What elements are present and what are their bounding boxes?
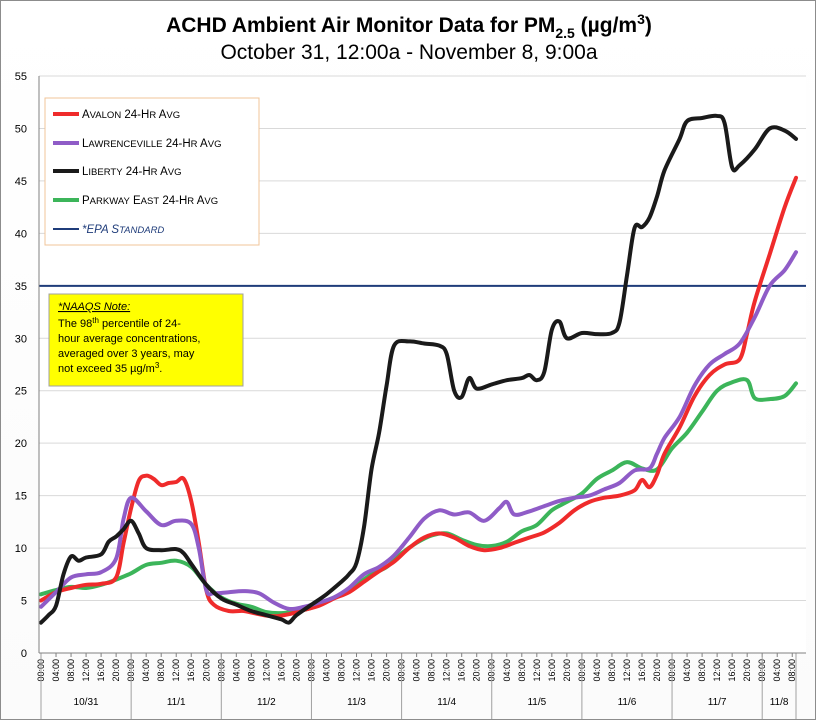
naaqs-note-line-4: not exceed 35 µg/m3.	[58, 361, 162, 375]
day-label: 11/1	[167, 697, 186, 708]
y-tick-label: 45	[15, 176, 27, 188]
x-tick-label: 08:00	[607, 659, 617, 682]
chart-title-main: ACHD Ambient Air Monitor Data for PM	[166, 14, 555, 37]
naaqs-note-line-1: The 98th percentile of 24-	[58, 316, 181, 330]
x-tick-label: 16:00	[727, 659, 737, 682]
x-tick-label: 16:00	[637, 659, 647, 682]
x-tick-label: 12:00	[712, 659, 722, 682]
day-label: 11/2	[257, 697, 276, 708]
x-tick-label: 12:00	[532, 659, 542, 682]
chart-subtitle: October 31, 12:00a - November 8, 9:00a	[220, 41, 597, 64]
x-tick-label: 20:00	[382, 659, 392, 682]
x-tick-label: 04:00	[502, 659, 512, 682]
y-tick-label: 5	[21, 596, 27, 608]
x-tick-label: 04:00	[231, 659, 241, 682]
naaqs-note-line-3: averaged over 3 years, may	[58, 348, 195, 360]
y-tick-label: 0	[21, 648, 27, 660]
legend-label-avalon: AVALON 24-HR AVG	[82, 109, 180, 121]
chart-title: ACHD Ambient Air Monitor Data for PM2.5 …	[166, 11, 652, 41]
x-tick-label: 08:00	[517, 659, 527, 682]
x-tick-label: 20:00	[201, 659, 211, 682]
x-tick-label: 16:00	[457, 659, 467, 682]
x-tick-label: 12:00	[261, 659, 271, 682]
series-line-avalon	[39, 175, 798, 619]
y-tick-label: 15	[15, 491, 27, 503]
naaqs-note-heading: *NAAQS Note:	[58, 301, 130, 313]
x-tick-label: 04:00	[321, 659, 331, 682]
chart-title-unit: (µg/m	[575, 14, 637, 37]
series-line-liberty	[39, 113, 798, 625]
x-tick-label: 16:00	[547, 659, 557, 682]
day-label: 11/5	[527, 697, 546, 708]
x-tick-label: 08:00	[246, 659, 256, 682]
y-tick-label: 10	[15, 543, 27, 555]
day-label: 11/4	[437, 697, 456, 708]
x-tick-label: 04:00	[51, 659, 61, 682]
x-tick-label: 16:00	[186, 659, 196, 682]
x-tick-label: 20:00	[472, 659, 482, 682]
legend-label-liberty: LIBERTY 24-HR AVG	[82, 166, 182, 178]
x-tick-label: 08:00	[427, 659, 437, 682]
x-tick-label: 04:00	[412, 659, 422, 682]
x-tick-label: 16:00	[96, 659, 106, 682]
x-tick-label: 08:00	[697, 659, 707, 682]
legend: AVALON 24-HR AVG LAWRENCEVILLE 24-HR AVG…	[44, 97, 260, 246]
naaqs-note: *NAAQS Note: The 98th percentile of 24- …	[48, 293, 244, 387]
y-tick-label: 50	[15, 123, 27, 135]
chart-title-sub: 2.5	[555, 25, 575, 41]
x-tick-label: 20:00	[111, 659, 121, 682]
x-tick-label: 04:00	[772, 659, 782, 682]
x-tick-label: 16:00	[367, 659, 377, 682]
day-label: 11/6	[618, 697, 637, 708]
naaqs-note-line-2: hour average concentrations,	[58, 333, 200, 345]
x-tick-label: 08:00	[336, 659, 346, 682]
day-label: 11/7	[708, 697, 727, 708]
day-label: 11/3	[347, 697, 366, 708]
legend-label-epa-standard: *EPA STANDARD	[82, 224, 164, 236]
y-axis-ticks: 0 5 10 15 20 25 30 35 40 45 50 55	[15, 71, 27, 660]
x-tick-label: 12:00	[171, 659, 181, 682]
x-axis-ticks: 00:00 04:00 08:00 12:00 16:00 20:00 00:00 04:00…	[36, 653, 797, 682]
y-tick-label: 55	[15, 71, 27, 83]
x-tick-label: 16:00	[276, 659, 286, 682]
x-tick-label: 08:00	[66, 659, 76, 682]
x-tick-label: 20:00	[742, 659, 752, 682]
x-tick-label: 08:00	[156, 659, 166, 682]
x-tick-label: 12:00	[352, 659, 362, 682]
x-tick-label: 20:00	[291, 659, 301, 682]
x-tick-label: 20:00	[562, 659, 572, 682]
x-tick-label: 20:00	[652, 659, 662, 682]
y-tick-label: 40	[15, 228, 27, 240]
y-tick-label: 25	[15, 386, 27, 398]
legend-label-lawrenceville: LAWRENCEVILLE 24-HR AVG	[82, 138, 221, 150]
y-tick-label: 35	[15, 281, 27, 293]
chart-title-unit-close: )	[645, 14, 652, 37]
x-tick-label: 12:00	[622, 659, 632, 682]
legend-box	[44, 97, 260, 246]
day-label: 11/8	[770, 697, 789, 708]
naaqs-note-box	[48, 293, 244, 387]
day-label: 10/31	[74, 697, 99, 708]
x-tick-label: 04:00	[682, 659, 692, 682]
series-group	[39, 113, 798, 625]
chart-title-unit-sup: 3	[637, 11, 645, 27]
legend-label-parkway-east: PARKWAY EAST 24-HR AVG	[82, 195, 218, 207]
x-axis-day-labels: 10/31 11/1 11/2 11/3 11/4 11/5 11/6 11/7 11/8	[40, 653, 797, 719]
x-tick-label: 04:00	[141, 659, 151, 682]
y-tick-label: 30	[15, 333, 27, 345]
x-tick-label: 12:00	[81, 659, 91, 682]
x-tick-label: 12:00	[442, 659, 452, 682]
x-tick-label: 04:00	[592, 659, 602, 682]
y-tick-label: 20	[15, 438, 27, 450]
x-tick-label: 08:00	[787, 659, 797, 682]
series-line-lawrenceville	[39, 250, 798, 612]
